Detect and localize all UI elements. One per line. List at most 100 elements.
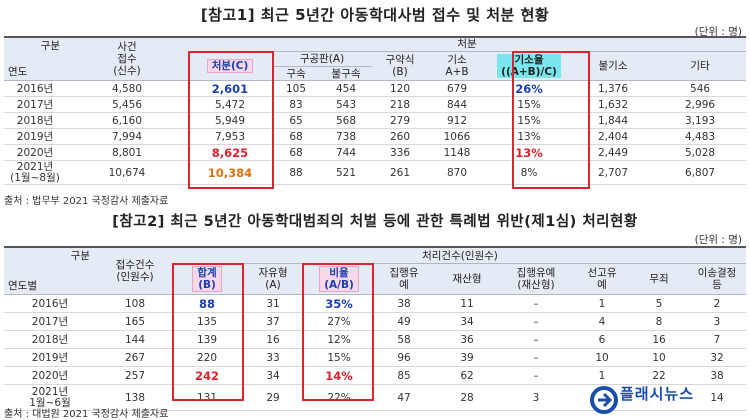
row-year: 2020년 (4, 366, 96, 385)
cell-total: 139 (174, 330, 240, 349)
cell-property: 39 (436, 348, 498, 367)
table-row: 2017년 165 135 37 27% 49 34 – 4 8 3 (4, 312, 747, 331)
cell-cases: 10,674 (66, 160, 188, 185)
table-row: 2018년 6,160 5,949 65 568 279 912 15% 1,8… (4, 112, 747, 129)
cell-total: 131 (174, 384, 240, 411)
cell-not-detained: 543 (320, 96, 372, 113)
cell-acquittal: 8 (630, 312, 688, 331)
cell-transfer: 3 (688, 312, 747, 331)
cell-rate: 15% (486, 112, 572, 129)
cell-ratio: 22% (306, 384, 372, 411)
cell-suspended: 49 (372, 312, 436, 331)
cell-summary: 279 (372, 112, 428, 129)
row-year: 2018년 (4, 112, 66, 129)
table2-col-received: 접수건수 (인원수) (96, 247, 174, 295)
cell-received: 267 (96, 348, 174, 367)
cell-detained: 65 (272, 112, 320, 129)
cell-non-indict: 1,376 (572, 80, 654, 97)
row-year: 2018년 (4, 330, 96, 349)
table2-col-suspended: 집행유 예 (372, 263, 436, 295)
cell-sentence-susp: 1 (574, 366, 630, 385)
cell-indict: 844 (428, 96, 486, 113)
cell-ratio: 35% (306, 294, 372, 313)
cell-disposal: 5,949 (188, 112, 272, 129)
cell-suspended: 58 (372, 330, 436, 349)
table2-unit: (단위 : 명) (694, 234, 742, 246)
cell-acquittal: 16 (630, 330, 688, 349)
cell-rate: 13% (486, 128, 572, 145)
flash-news-logo (590, 386, 618, 414)
cell-acquittal: 10 (630, 348, 688, 367)
table1-col-other: 기타 (654, 51, 747, 81)
cell-non-indict: 2,449 (572, 144, 654, 161)
table-row: 2016년 4,580 2,601 105 454 120 679 26% 1,… (4, 80, 747, 97)
row-year: 2020년 (4, 144, 66, 161)
cell-other: 4,483 (654, 128, 747, 145)
table2-special-act-violations: 구분 연도별 접수건수 (인원수) 처리건수(인원수) 합계 (B) 자유형 (… (4, 246, 747, 411)
cell-rate: 26% (486, 80, 572, 97)
cell-ratio: 12% (306, 330, 372, 349)
cell-prison: 37 (240, 312, 306, 331)
cell-detained: 68 (272, 144, 320, 161)
table-row: 2019년 7,994 7,953 68 738 260 1066 13% 2,… (4, 128, 747, 145)
table-row: 2016년 108 88 31 35% 38 11 – 1 5 2 (4, 294, 747, 313)
cell-sentence-susp: 4 (574, 312, 630, 331)
table1-group-indict: 구공판(A) (272, 51, 372, 67)
table2-title: [참고2] 최근 5년간 아동학대범죄의 처벌 등에 관한 특례법 위반(제1심… (112, 214, 638, 230)
cell-received: 138 (96, 384, 174, 411)
cell-indict: 679 (428, 80, 486, 97)
table1-col-rate-header: 기소율 ((A+B)/C) (486, 51, 572, 81)
cell-not-detained: 738 (320, 128, 372, 145)
cell-total: 242 (174, 366, 240, 385)
cell-susp-property: – (498, 294, 574, 313)
cell-other: 546 (654, 80, 747, 97)
table2-corner-bottom: 연도별 (8, 280, 37, 292)
cell-disposal: 2,601 (188, 80, 272, 97)
cell-received: 108 (96, 294, 174, 313)
table2-col-acquittal: 무죄 (630, 263, 688, 295)
cell-disposal: 7,953 (188, 128, 272, 145)
cell-suspended: 96 (372, 348, 436, 367)
cell-transfer: 7 (688, 330, 747, 349)
table2-source: 출처 : 대법원 2021 국정감사 제출자료 (4, 409, 169, 420)
cell-indict: 912 (428, 112, 486, 129)
table2-group-processed: 처리건수(인원수) (174, 247, 747, 265)
cell-detained: 88 (272, 160, 320, 185)
cell-susp-property: 3 (498, 384, 574, 411)
cell-property: 11 (436, 294, 498, 313)
cell-rate: 8% (486, 160, 572, 185)
cell-detained: 105 (272, 80, 320, 97)
table2-col-total-header: 합계 (B) (174, 263, 240, 295)
table1-source: 출처 : 법무부 2021 국정감사 제출자료 (4, 196, 169, 207)
cell-acquittal (630, 384, 688, 411)
cell-cases: 7,994 (66, 128, 188, 145)
cell-acquittal: 22 (630, 366, 688, 385)
cell-acquittal: 5 (630, 294, 688, 313)
cell-not-detained: 454 (320, 80, 372, 97)
cell-summary: 336 (372, 144, 428, 161)
cell-received: 144 (96, 330, 174, 349)
table2-col-property: 재산형 (436, 263, 498, 295)
table2-col-total-label: 합계 (B) (192, 266, 222, 292)
cell-cases: 4,580 (66, 80, 188, 97)
logo-text: 플래시뉴스 (620, 385, 695, 403)
cell-other: 6,807 (654, 160, 747, 185)
cell-susp-property: – (498, 330, 574, 349)
cell-rate: 15% (486, 96, 572, 113)
cell-cases: 6,160 (66, 112, 188, 129)
cell-suspended: 38 (372, 294, 436, 313)
row-year: 2017년 (4, 96, 66, 113)
table-row: 2017년 5,456 5,472 83 543 218 844 15% 1,6… (4, 96, 747, 113)
cell-non-indict: 1,632 (572, 96, 654, 113)
row-year: 2021년 (1월~8월) (4, 160, 66, 185)
cell-transfer: 38 (688, 366, 747, 385)
cell-indict: 870 (428, 160, 486, 185)
cell-susp-property: – (498, 348, 574, 367)
table1-abuse-disposal: 구분 연도 사건 접수 (신수) 처분 처분(C) 구공판(A) 구약식 (B)… (4, 36, 747, 185)
table-row: 2019년 267 220 33 15% 96 39 – 10 10 32 (4, 348, 747, 367)
cell-prison: 16 (240, 330, 306, 349)
cell-sentence-susp: 1 (574, 294, 630, 313)
cell-property: 36 (436, 330, 498, 349)
cell-cases: 5,456 (66, 96, 188, 113)
cell-suspended: 85 (372, 366, 436, 385)
